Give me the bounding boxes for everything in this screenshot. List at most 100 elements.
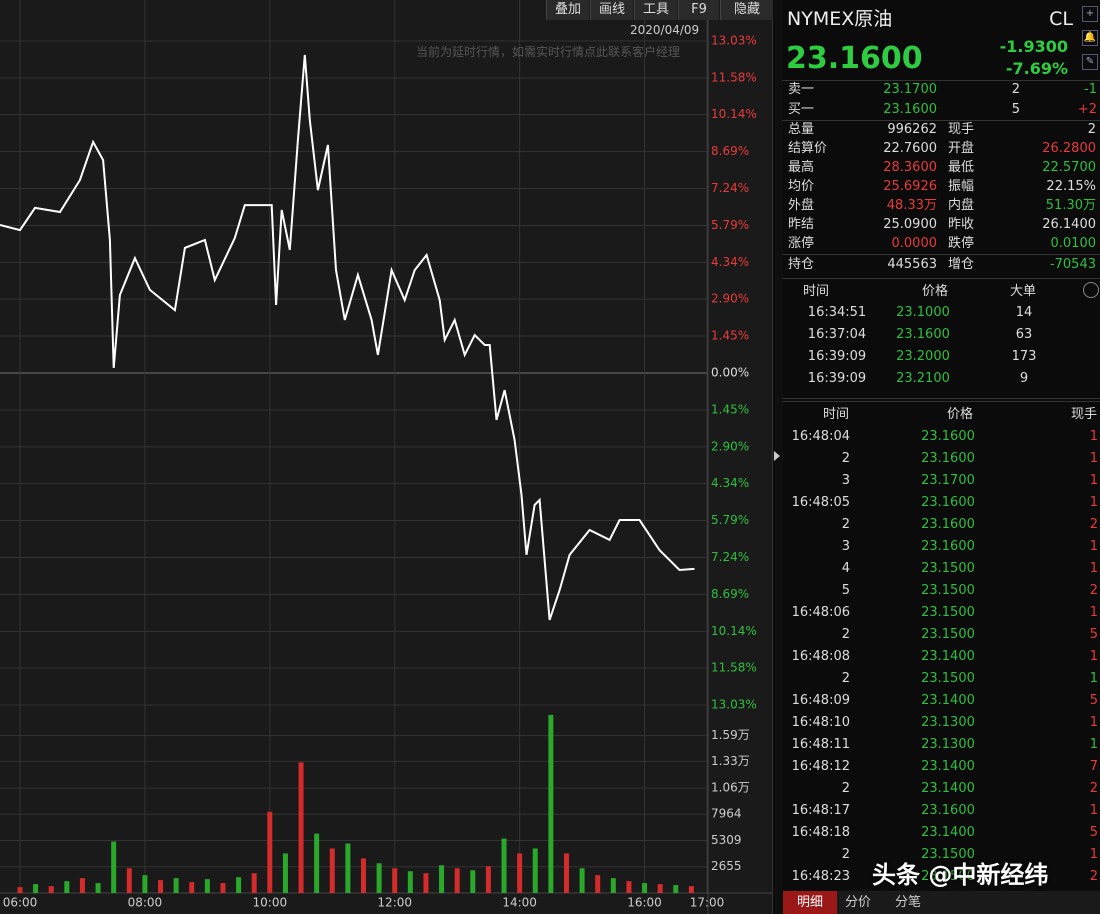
x-tick-label: 10:00	[253, 896, 288, 910]
stat-value: 22.7600	[883, 141, 937, 156]
stat-value: 25.0900	[883, 217, 937, 232]
trade-price: 23.1500	[921, 847, 975, 862]
trade-volume: 7	[1089, 759, 1098, 774]
stat-value: 26.2800	[1042, 141, 1096, 156]
change: -1.9300	[999, 37, 1068, 56]
trade-time: 16:48:08	[791, 649, 850, 664]
trade-price: 23.1500	[921, 627, 975, 642]
trade-volume: 2	[1089, 583, 1098, 598]
stat-value: 996262	[887, 122, 937, 137]
y-tick-label: 13.03%	[711, 698, 757, 712]
volume-bar	[532, 848, 538, 893]
volume-bar	[501, 838, 507, 893]
trade-time: 3	[841, 539, 850, 554]
x-tick-label: 16:00	[627, 896, 662, 910]
trade-volume: 1	[1089, 715, 1098, 730]
trade-time: 16:48:11	[791, 737, 850, 752]
tab-bar	[783, 891, 1100, 914]
separator	[782, 398, 1100, 399]
trade-volume: 1	[1089, 495, 1098, 510]
side-icon[interactable]: +	[1082, 6, 1098, 22]
trade-volume: 1	[1089, 561, 1098, 576]
volume-bar	[407, 871, 413, 893]
collapse-arrow[interactable]	[774, 451, 780, 461]
orderbook-volume: 2	[1011, 82, 1020, 97]
instrument-code: CL	[1049, 8, 1073, 30]
trade-price: 23.1700	[921, 473, 975, 488]
y-tick-label: 7964	[711, 807, 742, 821]
y-tick-label: 8.69%	[711, 587, 749, 601]
trade-volume: 2	[1089, 781, 1098, 796]
volume-bar	[657, 884, 663, 893]
trade-volume: 5	[1089, 693, 1098, 708]
volume-bar	[220, 883, 226, 893]
stat-label: 总量	[788, 122, 815, 137]
y-tick-label: 0.00%	[711, 366, 749, 380]
stat-label: 结算价	[788, 141, 828, 156]
trade-time: 16:48:05	[791, 495, 850, 510]
stat-value: 0.0000	[891, 236, 938, 251]
table-header: 价格	[946, 407, 973, 422]
trade-volume: 5	[1089, 825, 1098, 840]
tab[interactable]: 明细	[783, 891, 837, 914]
volume-bar	[204, 879, 210, 893]
trade-price: 23.1500	[921, 561, 975, 576]
toolbar-button[interactable]: 叠加	[546, 0, 589, 20]
trade-price: 23.1300	[921, 715, 975, 730]
trade-time: 2	[841, 671, 850, 686]
trade-time: 16:48:18	[791, 825, 850, 840]
settings-icon[interactable]	[1083, 282, 1099, 298]
volume-bar	[267, 811, 273, 893]
stat-label: 均价	[788, 179, 815, 194]
volume-bar	[423, 873, 429, 893]
delay-notice[interactable]: 当前为延时行情，如需实时行情点此联系客户经理	[416, 45, 681, 59]
stat-label: 涨停	[788, 236, 815, 251]
x-tick-label: 12:00	[377, 896, 412, 910]
volume-bar	[345, 843, 351, 893]
separator	[782, 120, 1100, 121]
big-order-cell: 23.2000	[896, 349, 950, 364]
big-order-cell: 16:39:09	[807, 349, 867, 364]
y-tick-label: 10.14%	[711, 624, 757, 638]
toolbar-button[interactable]: F9	[678, 0, 719, 20]
y-tick-label: 1.33万	[711, 754, 750, 768]
y-tick-label: 13.03%	[711, 34, 757, 48]
toolbar-button[interactable]: 隐藏	[720, 0, 773, 20]
volume-bar	[158, 880, 164, 893]
stat-label: 最高	[788, 160, 815, 175]
trade-volume: 1	[1089, 803, 1098, 818]
toolbar-button[interactable]: 工具	[634, 0, 677, 20]
volume-bar	[298, 762, 304, 893]
orderbook-price: 23.1700	[883, 82, 937, 97]
trade-volume: 1	[1089, 847, 1098, 862]
stat-value: 25.6926	[883, 179, 937, 194]
big-order-cell: 16:37:04	[807, 327, 867, 342]
trade-time: 16:48:12	[791, 759, 850, 774]
volume-bar	[610, 878, 616, 893]
trade-price: 23.1500	[921, 605, 975, 620]
trade-volume: 2	[1089, 869, 1098, 884]
trade-volume: 1	[1089, 649, 1098, 664]
y-tick-label: 5309	[711, 833, 742, 847]
side-icon[interactable]: ✎	[1082, 54, 1098, 70]
trade-time: 2	[841, 517, 850, 532]
trade-time: 16:48:06	[791, 605, 850, 620]
trade-price: 23.1600	[921, 495, 975, 510]
trade-price: 23.1400	[921, 825, 975, 840]
tab[interactable]: 分笔	[894, 895, 921, 910]
big-order-cell: 16:34:51	[807, 305, 867, 320]
volume-bar	[314, 833, 320, 893]
side-icon[interactable]: 🔔	[1082, 30, 1098, 46]
stat-label: 最低	[948, 160, 975, 175]
watermark: 头条 @中新经纬	[872, 861, 1049, 889]
trade-time: 3	[841, 473, 850, 488]
tab[interactable]: 分价	[844, 895, 871, 910]
y-tick-label: 8.69%	[711, 144, 749, 158]
trade-time: 4	[841, 561, 850, 576]
toolbar-button[interactable]: 画线	[590, 0, 633, 20]
orderbook-delta: -1	[1084, 82, 1097, 97]
separator	[782, 80, 1100, 81]
volume-bar	[64, 881, 70, 893]
trade-price: 23.1600	[921, 451, 975, 466]
instrument-name: NYMEX原油	[787, 8, 893, 30]
